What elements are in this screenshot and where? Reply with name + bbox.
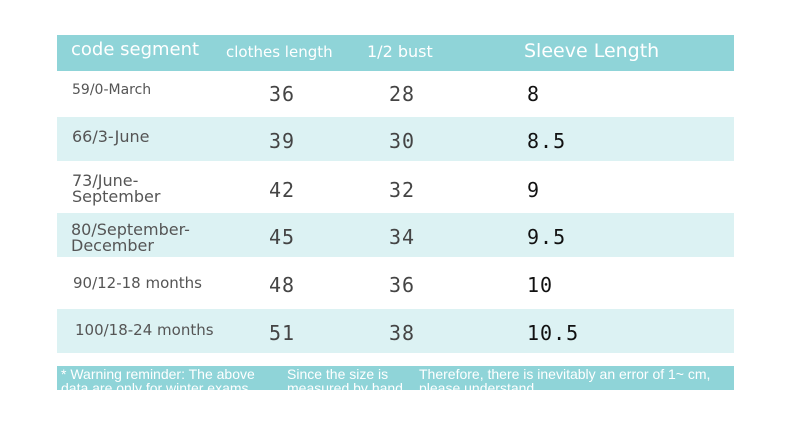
table-row: 90/12-18 months 48 36 10 [57,261,734,305]
row-length: 36 [269,82,296,106]
header-clothes-length: clothes length [226,43,333,61]
warning-text-part2: Since the size is measured by hand [287,366,403,390]
row-bust: 34 [389,225,416,249]
row-sleeve: 10 [527,273,554,297]
table-row: 66/3-June 39 30 8.5 [57,117,734,161]
warning-footer: * Warning reminder: The above data are o… [57,366,734,390]
row-length: 51 [269,321,296,345]
row-segment: 80/September-December [71,220,190,255]
row-bust: 32 [389,178,416,202]
row-length: 39 [269,129,296,153]
header-half-bust: 1/2 bust [367,42,433,61]
table-row: 59/0-March 36 28 8 [57,71,734,115]
row-segment: 59/0-March [72,82,152,98]
table-row: 80/September-December 45 34 9.5 [57,213,734,257]
row-segment: 90/12-18 months [73,274,202,292]
header-sleeve-length: Sleeve Length [524,40,660,62]
row-length: 48 [269,273,296,297]
table-row: 100/18-24 months 51 38 10.5 [57,309,734,353]
row-bust: 28 [389,82,416,106]
row-sleeve: 9 [527,178,541,202]
size-table-header: code segment clothes length 1/2 bust Sle… [57,35,734,71]
row-length: 42 [269,178,296,202]
warning-text-part3: Therefore, there is inevitably an error … [419,366,711,390]
row-segment: 100/18-24 months [75,321,214,339]
row-sleeve: 9.5 [527,225,567,249]
row-sleeve: 8 [527,82,541,106]
row-segment: 73/June-September [72,171,161,206]
table-row: 73/June-September 42 32 9 [57,165,734,209]
row-bust: 38 [389,321,416,345]
row-segment: 66/3-June [72,127,150,146]
row-sleeve: 10.5 [527,321,580,345]
row-bust: 30 [389,129,416,153]
header-code-segment: code segment [71,39,200,60]
warning-text-part1: * Warning reminder: The above data are o… [61,366,255,390]
row-sleeve: 8.5 [527,129,567,153]
row-bust: 36 [389,273,416,297]
row-length: 45 [269,225,296,249]
